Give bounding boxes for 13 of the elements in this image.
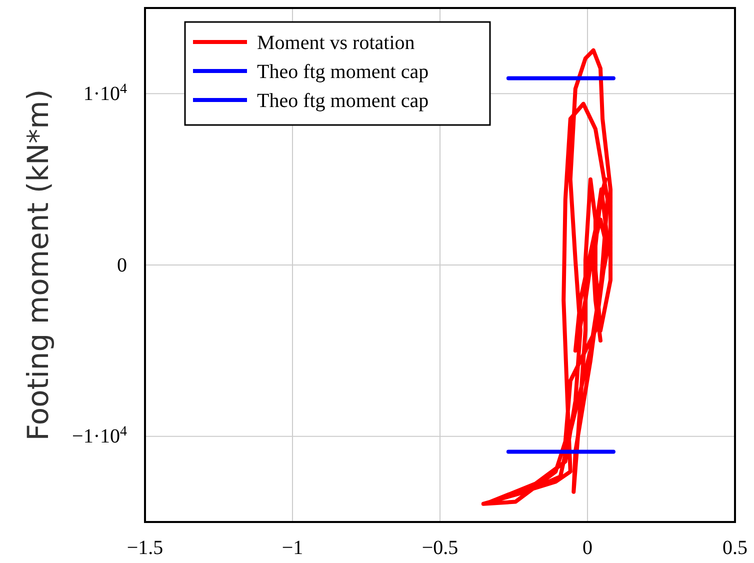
- x-tick-label: 0: [582, 537, 592, 560]
- x-tick-label: −0.5: [422, 537, 458, 560]
- legend-label: Moment vs rotation: [257, 32, 415, 54]
- line-series: [481, 48, 613, 506]
- y-tick-label: 1·10$^{4}$: [83, 82, 127, 106]
- x-tick-label: 0.5: [722, 537, 748, 560]
- y-tick-label: 0: [117, 254, 127, 276]
- x-tick-label: −1.5: [126, 537, 164, 560]
- x-tick-label: −1: [282, 537, 304, 560]
- legend-label: Theo ftg moment cap: [257, 90, 429, 112]
- y-axis-title: Footing moment (kN*m): [21, 89, 55, 441]
- legend-label: Theo ftg moment cap: [257, 61, 429, 83]
- y-tick-label: −1·10$^{4}$: [72, 424, 127, 448]
